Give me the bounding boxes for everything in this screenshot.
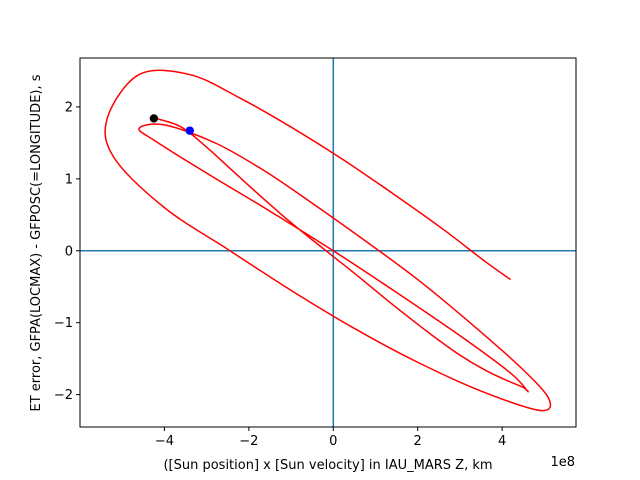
x-axis-ticks: −4 −2 0 2 4 xyxy=(155,427,506,449)
x-tick-label: 2 xyxy=(414,434,422,449)
series-layer xyxy=(104,69,552,412)
y-tick-label: 0 xyxy=(65,244,73,259)
x-tick-label: 0 xyxy=(329,434,337,449)
y-axis-ticks: −2 −1 0 1 2 xyxy=(54,100,80,403)
x-axis-label: ([Sun position] x [Sun velocity] in IAU_… xyxy=(163,458,492,473)
x-axis-offset-label: 1e8 xyxy=(550,455,575,470)
y-tick-label: −2 xyxy=(54,388,73,403)
x-tick-label: 4 xyxy=(498,434,506,449)
y-tick-label: 1 xyxy=(65,172,73,187)
y-axis-label: ET error, GFPA(LOCMAX) - GFPOSC(=LONGITU… xyxy=(29,74,44,411)
data-point-marker-0 xyxy=(149,114,159,123)
marker-layer xyxy=(149,114,194,135)
y-tick-label: −1 xyxy=(54,316,73,331)
y-tick-label: 2 xyxy=(65,100,73,115)
x-tick-label: −4 xyxy=(155,434,174,449)
series-line-0 xyxy=(104,69,552,412)
data-point-marker-1 xyxy=(185,126,194,135)
plot-background xyxy=(80,58,576,427)
x-tick-label: −2 xyxy=(239,434,258,449)
plot-frame xyxy=(79,57,577,428)
